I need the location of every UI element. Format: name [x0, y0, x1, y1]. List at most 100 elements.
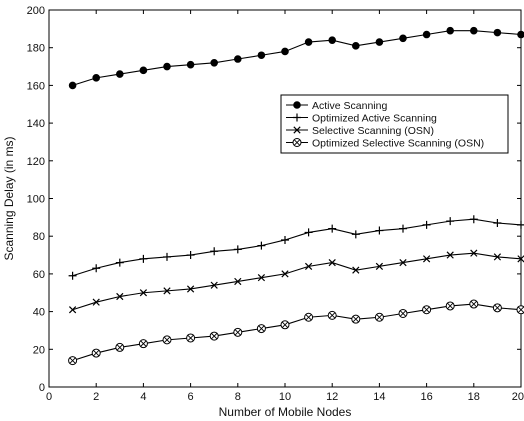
x-tick-label: 6	[188, 391, 194, 403]
x-tick-label: 2	[93, 391, 99, 403]
point-marker	[399, 224, 407, 233]
data-point	[304, 228, 313, 237]
x-tick-label: 16	[420, 391, 432, 403]
series-line	[72, 30, 522, 86]
point-marker	[351, 230, 360, 239]
data-point	[351, 314, 361, 324]
point-marker	[375, 262, 384, 270]
x-axis-label: Number of Mobile Nodes	[219, 405, 352, 419]
y-tick-label: 60	[33, 269, 45, 281]
data-point	[281, 235, 289, 244]
point-marker	[92, 298, 100, 306]
data-point	[446, 217, 455, 226]
data-point	[493, 253, 502, 261]
point-marker	[304, 38, 313, 46]
x-tick-label: 8	[235, 391, 241, 403]
series-active-scanning	[68, 26, 524, 90]
point-marker-cross	[470, 301, 477, 307]
point-marker	[493, 28, 502, 37]
data-point	[281, 47, 289, 56]
data-point	[92, 74, 100, 82]
data-point	[163, 252, 171, 261]
point-marker	[293, 113, 301, 122]
point-marker	[257, 241, 266, 250]
point-marker	[210, 281, 218, 289]
data-point	[517, 255, 524, 263]
point-marker	[493, 219, 502, 228]
legend-item: Optimized Selective Scanning (OSN)	[286, 138, 484, 150]
data-point	[399, 34, 407, 43]
point-marker	[446, 26, 455, 35]
point-marker	[281, 235, 289, 244]
data-point	[469, 215, 478, 224]
data-point	[351, 230, 360, 239]
point-marker	[470, 249, 478, 257]
point-marker	[92, 74, 100, 82]
x-tick-label: 14	[373, 391, 385, 403]
point-marker	[293, 101, 301, 109]
data-point	[422, 220, 431, 229]
data-point	[234, 277, 242, 286]
point-marker	[257, 274, 266, 282]
point-marker	[139, 254, 148, 263]
data-point	[446, 26, 455, 35]
data-point	[68, 356, 78, 366]
data-point	[446, 251, 454, 259]
plot-frame	[48, 9, 522, 388]
point-marker	[234, 55, 242, 63]
point-marker	[328, 36, 337, 44]
data-point	[186, 251, 195, 260]
data-point	[293, 113, 301, 122]
data-point	[517, 220, 524, 229]
point-marker-cross	[305, 314, 312, 321]
x-tick-label: 0	[46, 391, 52, 403]
data-point	[493, 28, 502, 37]
y-tick-label: 120	[27, 156, 45, 168]
data-point	[139, 66, 148, 75]
point-marker	[422, 30, 431, 39]
x-tick-label: 12	[326, 391, 338, 403]
data-point	[186, 60, 195, 69]
point-marker-cross	[116, 344, 123, 351]
data-point	[234, 55, 242, 63]
series-layer	[68, 26, 524, 366]
point-marker	[517, 220, 524, 229]
data-point	[257, 274, 266, 282]
point-marker-cross	[164, 336, 170, 343]
data-point	[92, 298, 100, 306]
data-point	[493, 219, 502, 228]
data-point	[492, 303, 502, 313]
y-tick-label: 180	[27, 43, 45, 55]
point-marker	[68, 81, 77, 90]
data-point	[186, 333, 196, 343]
y-axis-ticks: 0 20 40 60 80 100 120 140 160 180 200	[27, 5, 521, 394]
point-marker	[517, 255, 524, 263]
data-point	[139, 289, 148, 297]
point-marker	[422, 220, 431, 229]
point-marker	[92, 264, 101, 273]
data-point	[256, 324, 266, 334]
data-point	[115, 258, 124, 267]
point-marker	[68, 271, 77, 280]
data-point	[293, 101, 301, 109]
y-tick-label: 0	[39, 382, 45, 394]
data-point	[469, 299, 479, 309]
y-tick-label: 80	[33, 231, 45, 243]
legend-item: Optimized Active Scanning	[286, 113, 437, 125]
data-point	[445, 301, 455, 311]
point-marker-cross	[423, 306, 430, 313]
data-point	[257, 51, 266, 60]
point-marker	[233, 245, 242, 254]
data-point	[68, 306, 77, 314]
point-marker	[139, 289, 148, 297]
data-point	[422, 255, 431, 263]
point-marker	[352, 266, 360, 274]
data-point	[304, 312, 314, 322]
x-axis-ticks: 0 2 4 6 8 10 12 14 16 18 20	[46, 10, 524, 403]
point-marker	[375, 226, 384, 235]
x-tick-label: 18	[468, 391, 480, 403]
data-point	[293, 126, 301, 134]
point-marker-cross	[400, 310, 406, 317]
y-tick-label: 40	[33, 307, 45, 319]
